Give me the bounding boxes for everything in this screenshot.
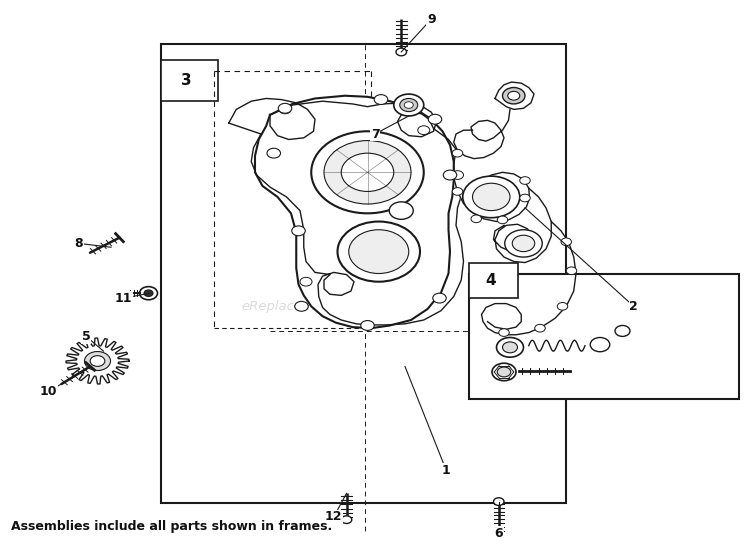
Bar <box>161 60 218 101</box>
Text: 5: 5 <box>82 330 91 343</box>
Circle shape <box>341 516 352 523</box>
Circle shape <box>85 352 110 370</box>
Text: 3: 3 <box>182 73 192 88</box>
Text: 12: 12 <box>325 510 343 523</box>
Circle shape <box>557 302 568 310</box>
Circle shape <box>418 126 430 135</box>
Circle shape <box>497 216 508 224</box>
Text: 6: 6 <box>494 527 503 540</box>
Circle shape <box>433 293 446 303</box>
Circle shape <box>443 170 457 180</box>
Circle shape <box>389 202 413 219</box>
Text: 1: 1 <box>442 464 451 477</box>
Circle shape <box>267 148 280 158</box>
Circle shape <box>394 94 424 116</box>
Circle shape <box>295 301 308 311</box>
Circle shape <box>535 324 545 332</box>
Circle shape <box>361 321 374 330</box>
Circle shape <box>471 215 482 223</box>
Circle shape <box>505 230 542 257</box>
Circle shape <box>561 238 572 246</box>
Circle shape <box>278 103 292 113</box>
Circle shape <box>452 188 463 195</box>
Circle shape <box>349 230 409 274</box>
Circle shape <box>374 95 388 104</box>
Circle shape <box>499 329 509 336</box>
Circle shape <box>520 194 530 202</box>
Circle shape <box>144 290 153 296</box>
Circle shape <box>324 141 411 204</box>
Circle shape <box>472 183 510 211</box>
Circle shape <box>503 342 518 353</box>
Polygon shape <box>495 82 534 109</box>
Bar <box>469 274 739 399</box>
Circle shape <box>496 337 523 357</box>
Text: Assemblies include all parts shown in frames.: Assemblies include all parts shown in fr… <box>11 520 332 533</box>
Circle shape <box>566 267 577 275</box>
Circle shape <box>341 153 394 191</box>
Polygon shape <box>66 338 129 384</box>
Circle shape <box>512 235 535 252</box>
Text: 4: 4 <box>485 273 496 288</box>
Circle shape <box>90 356 105 366</box>
Text: 9: 9 <box>427 13 436 26</box>
Circle shape <box>508 91 520 100</box>
Bar <box>469 263 518 298</box>
Text: 2: 2 <box>629 300 638 313</box>
Polygon shape <box>255 96 454 328</box>
Circle shape <box>494 498 504 505</box>
Circle shape <box>452 171 464 179</box>
Text: 8: 8 <box>74 237 83 250</box>
Circle shape <box>311 131 424 213</box>
Circle shape <box>520 177 530 184</box>
Bar <box>161 44 566 503</box>
Circle shape <box>338 222 420 282</box>
Polygon shape <box>454 150 530 222</box>
Text: eReplacementParts.com: eReplacementParts.com <box>242 300 404 313</box>
Circle shape <box>615 325 630 336</box>
Text: 11: 11 <box>115 292 133 305</box>
Circle shape <box>279 105 291 114</box>
Text: 10: 10 <box>40 385 58 398</box>
Circle shape <box>497 367 511 377</box>
Circle shape <box>428 114 442 124</box>
Text: 7: 7 <box>370 127 380 141</box>
Circle shape <box>503 88 525 104</box>
Circle shape <box>396 48 406 56</box>
Circle shape <box>400 98 418 112</box>
Circle shape <box>140 287 158 300</box>
Circle shape <box>404 102 413 108</box>
Circle shape <box>452 149 463 157</box>
Circle shape <box>463 176 520 218</box>
Circle shape <box>590 337 610 352</box>
Circle shape <box>300 277 312 286</box>
Circle shape <box>292 226 305 236</box>
Circle shape <box>492 363 516 381</box>
